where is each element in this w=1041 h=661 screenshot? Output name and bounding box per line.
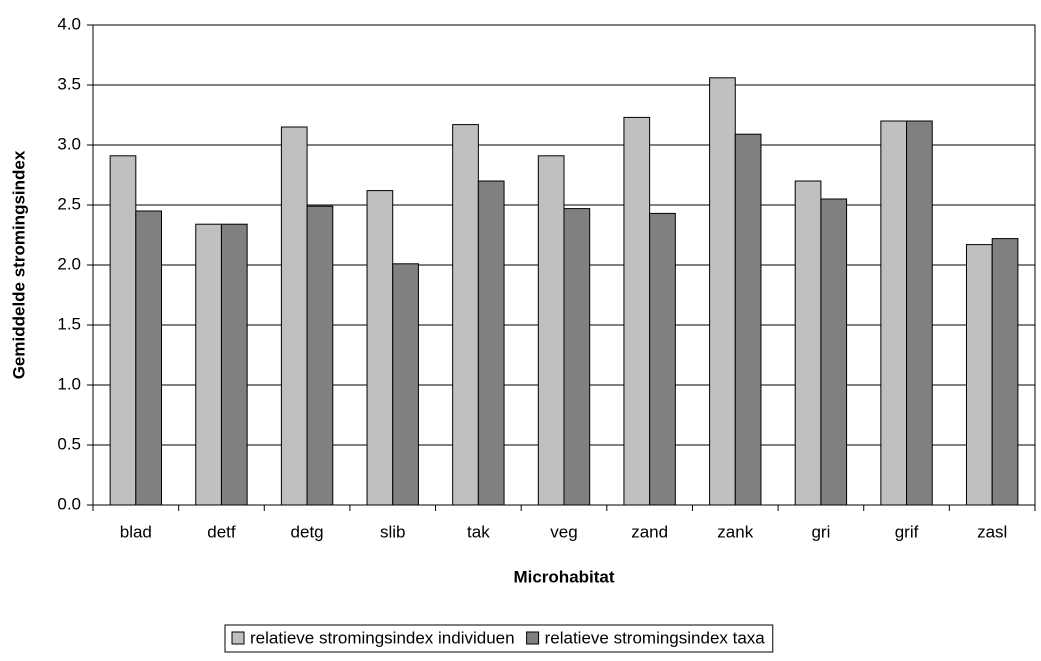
y-axis-label: Gemiddelde stromingsindex — [9, 150, 28, 379]
bar — [306, 205, 334, 506]
bar — [220, 223, 248, 506]
legend-swatch — [231, 631, 245, 645]
bar — [109, 155, 137, 506]
x-axis-label: Microhabitat — [513, 567, 614, 586]
y-tick-label: 2.0 — [57, 254, 81, 273]
bar — [366, 190, 394, 506]
bar — [734, 133, 762, 506]
bar — [880, 120, 908, 506]
x-tick-label: zand — [631, 522, 668, 541]
legend-label: relatieve stromingsindex individuen — [250, 628, 515, 647]
y-tick-label: 1.0 — [57, 374, 81, 393]
x-tick-label: veg — [550, 522, 577, 541]
x-tick-label: detg — [291, 522, 324, 541]
y-tick-label: 0.5 — [57, 434, 81, 453]
y-tick-label: 0.0 — [57, 494, 81, 513]
bar — [452, 124, 479, 506]
bar — [623, 116, 651, 506]
bar — [991, 238, 1019, 506]
bar — [537, 155, 565, 506]
bar — [280, 126, 308, 506]
x-tick-label: zasl — [977, 522, 1007, 541]
bar — [794, 180, 822, 506]
x-tick-label: grif — [895, 522, 919, 541]
bar — [906, 120, 933, 506]
x-tick-label: zank — [717, 522, 753, 541]
bar — [477, 180, 505, 506]
legend-box — [224, 624, 774, 653]
x-tick-label: blad — [120, 522, 152, 541]
legend-label: relatieve stromingsindex taxa — [545, 628, 766, 647]
x-tick-label: tak — [467, 522, 490, 541]
y-tick-label: 3.5 — [57, 74, 81, 93]
y-tick-label: 4.0 — [57, 14, 81, 33]
bar — [392, 263, 419, 506]
x-tick-label: slib — [380, 522, 406, 541]
y-tick-label: 1.5 — [57, 314, 81, 333]
bar — [563, 208, 591, 506]
bar — [820, 198, 848, 506]
x-tick-label: detf — [207, 522, 236, 541]
bar — [965, 244, 993, 506]
bar — [135, 210, 163, 506]
x-tick-label: gri — [811, 522, 830, 541]
bar — [195, 223, 222, 506]
legend-swatch — [526, 631, 540, 645]
bar — [649, 212, 676, 506]
y-tick-label: 2.5 — [57, 194, 81, 213]
bar — [709, 77, 736, 506]
y-tick-label: 3.0 — [57, 134, 81, 153]
